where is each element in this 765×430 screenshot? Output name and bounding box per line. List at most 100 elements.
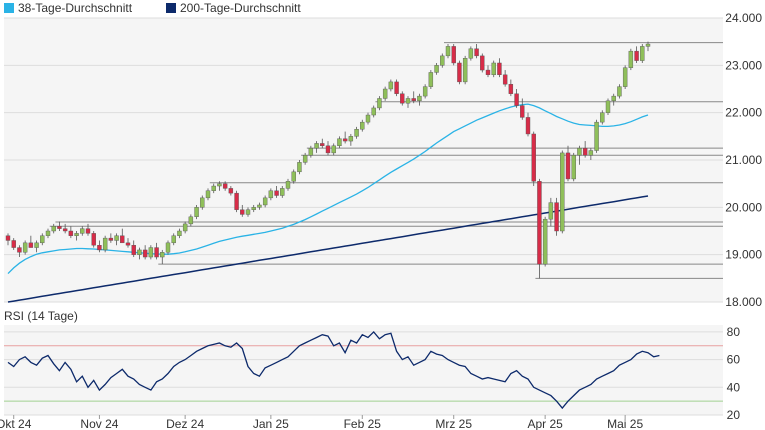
- legend-label-sma200: 200-Tage-Durchschnitt: [180, 1, 301, 15]
- candle-body: [394, 81, 399, 94]
- candle: [520, 98, 525, 120]
- candle: [205, 188, 211, 201]
- rsi-gridlines: [4, 331, 723, 416]
- candle-body: [451, 46, 456, 64]
- candle-body: [91, 233, 96, 246]
- candle: [565, 145, 571, 182]
- x-tick-label: Apr 25: [527, 417, 563, 430]
- main-y-axis: 24.000 23.000 22.000 21.000 20.000 19.000 18.0…: [725, 11, 762, 309]
- candle: [160, 249, 165, 265]
- rsi-y-tick-label: 40: [727, 380, 741, 394]
- x-tick-label: Jan 25: [253, 417, 289, 430]
- candle: [97, 240, 102, 253]
- x-tick-label: Nov 24: [80, 417, 118, 430]
- candle-body: [440, 55, 445, 66]
- candle-body: [594, 121, 599, 151]
- candle-body: [17, 247, 22, 253]
- candle-body: [320, 143, 325, 147]
- candle-body: [611, 95, 616, 102]
- x-tick-label: Okt 24: [0, 417, 32, 430]
- candle: [211, 183, 216, 194]
- candle-body: [268, 190, 274, 199]
- candle-body: [331, 145, 336, 154]
- candle: [245, 207, 251, 217]
- candle-body: [257, 204, 262, 208]
- rsi-y-tick-label: 60: [727, 353, 741, 367]
- candle-body: [34, 242, 39, 248]
- candle: [354, 126, 359, 139]
- candle-body: [548, 202, 554, 220]
- main-gridlines: [4, 17, 723, 303]
- candle-body: [525, 117, 531, 135]
- candle: [462, 55, 468, 85]
- candle: [548, 197, 554, 227]
- candle-body: [502, 74, 508, 85]
- candle-body: [182, 223, 188, 232]
- candle-body: [554, 202, 559, 232]
- candle-body: [542, 218, 548, 265]
- rsi-plot-area: [4, 325, 723, 415]
- candle-body: [342, 138, 348, 142]
- candle: [640, 44, 645, 63]
- legend-swatch-sma38: [4, 3, 14, 13]
- rsi-line: [7, 330, 660, 410]
- candle-body: [617, 86, 622, 97]
- candle-body: [508, 84, 514, 94]
- rsi-title: RSI (14 Tage): [4, 309, 78, 323]
- candle-body: [222, 183, 228, 189]
- rsi-y-axis: 80 60 40 20: [727, 325, 741, 422]
- candle-body: [382, 88, 388, 99]
- x-tick-label: Dez 24: [166, 417, 204, 430]
- candle-body: [114, 235, 119, 241]
- candle-body: [571, 155, 576, 180]
- candle-body: [337, 138, 342, 146]
- legend: 38-Tage-Durchschnitt 200-Tage-Durchschni…: [4, 1, 301, 15]
- candle: [114, 233, 119, 246]
- candle-body: [102, 237, 108, 251]
- candle-body: [325, 145, 331, 154]
- candle: [45, 228, 51, 239]
- candle-body: [297, 162, 302, 173]
- candle-body: [354, 129, 359, 137]
- main-y-tick-label: 21.000: [725, 153, 762, 167]
- candle: [182, 221, 188, 234]
- candle-body: [360, 121, 365, 130]
- candle-body: [422, 86, 428, 97]
- candle-body: [120, 235, 125, 244]
- candle-body: [194, 207, 199, 217]
- candle: [525, 112, 531, 137]
- candle: [331, 143, 336, 156]
- candle-body: [520, 105, 525, 118]
- candle-body: [245, 209, 251, 215]
- candle: [291, 169, 296, 184]
- candle: [51, 223, 56, 234]
- candle: [634, 46, 639, 63]
- candle: [80, 226, 85, 236]
- candle: [337, 136, 342, 149]
- main-y-tick-label: 23.000: [725, 58, 762, 72]
- candle: [560, 150, 565, 234]
- candle-body: [417, 95, 422, 102]
- x-tick-label: Feb 25: [344, 417, 382, 430]
- candle-body: [188, 216, 194, 225]
- candle-body: [57, 226, 62, 229]
- sma38-series: [7, 103, 649, 275]
- candle-body: [240, 209, 245, 215]
- candle: [240, 204, 245, 217]
- candle: [285, 178, 291, 191]
- candle: [217, 181, 222, 191]
- candle: [388, 79, 394, 92]
- candle: [582, 141, 588, 158]
- candle-body: [85, 228, 91, 234]
- candle-body: [480, 55, 485, 71]
- candle: [405, 96, 411, 108]
- candle: [234, 190, 239, 213]
- candle: [417, 93, 422, 106]
- sma38-line: [7, 103, 649, 275]
- candle-body: [308, 147, 314, 156]
- candle-body: [531, 133, 536, 182]
- candle: [137, 247, 142, 260]
- candle-body: [400, 93, 405, 104]
- candle: [62, 223, 68, 234]
- candle-body: [462, 58, 468, 83]
